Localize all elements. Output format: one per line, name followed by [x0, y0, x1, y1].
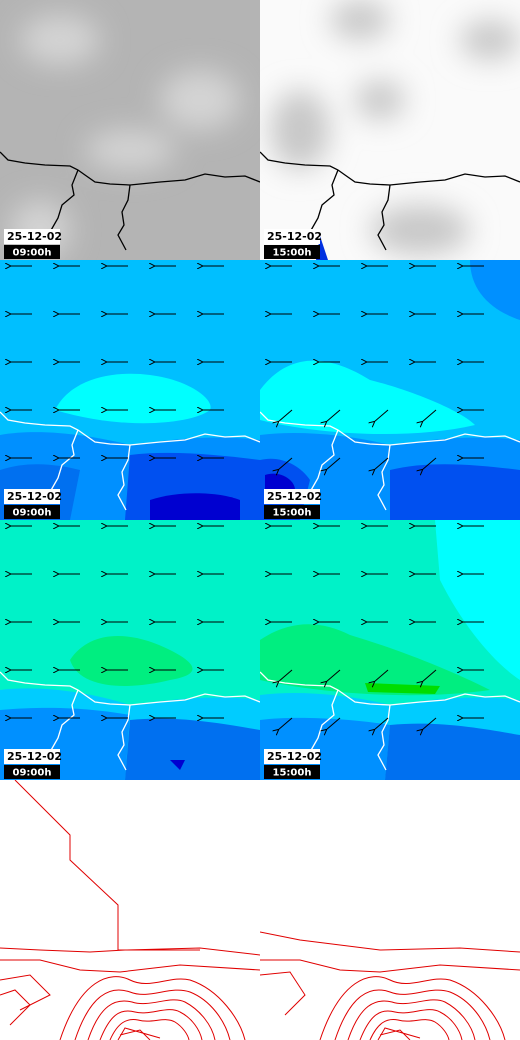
- wind-arrow: [374, 717, 389, 730]
- time-box: [4, 505, 60, 519]
- time-label: 15:00h: [273, 768, 312, 779]
- panel-label: 25-12-02 15:00h: [264, 489, 322, 519]
- date-box: [4, 229, 60, 244]
- panel-label: 25-12-02 15:00h: [264, 749, 322, 779]
- time-box: [264, 505, 320, 519]
- time-label: 09:00h: [13, 508, 52, 519]
- wind-arrow: [422, 457, 437, 470]
- date-box: [264, 229, 320, 244]
- panel-wind2-0900: [0, 520, 260, 780]
- wind-arrow: [326, 669, 341, 682]
- time-box: [264, 765, 320, 779]
- wind-arrow: [374, 409, 389, 422]
- time-box: [264, 245, 320, 259]
- wind-arrow: [326, 717, 341, 730]
- panel-contour-0900: [0, 780, 260, 1040]
- time-box: [4, 765, 60, 779]
- panel-label: 25-12-02 09:00h: [4, 749, 62, 779]
- wind-arrow: [374, 457, 389, 470]
- time-label: 09:00h: [13, 768, 52, 779]
- date-box: [264, 489, 320, 504]
- date-label: 25-12-02: [7, 490, 62, 503]
- date-box: [264, 749, 320, 764]
- wind-arrows: [270, 526, 484, 730]
- panel-cloud-0900: [0, 0, 260, 260]
- panel-cloud-1500: [260, 0, 520, 260]
- wind-arrow: [422, 717, 437, 730]
- date-label: 25-12-02: [267, 230, 322, 243]
- wind-arrows: [270, 266, 484, 470]
- panel-wind-1500: [260, 260, 520, 520]
- wind-arrow: [278, 409, 293, 422]
- panel-contour-1500: [260, 931, 520, 1040]
- date-label: 25-12-02: [267, 750, 322, 763]
- panel-label: 25-12-02 09:00h: [4, 229, 62, 259]
- wind-arrow: [278, 457, 293, 470]
- date-label: 25-12-02: [267, 490, 322, 503]
- time-box: [4, 245, 60, 259]
- time-label: 09:00h: [13, 248, 52, 259]
- time-label: 15:00h: [273, 248, 312, 259]
- panel-wind-0900: [0, 260, 260, 520]
- panel-wind2-1500: [260, 520, 520, 780]
- wind-arrow: [326, 409, 341, 422]
- panel-label: 25-12-02 09:00h: [4, 489, 62, 519]
- panel-label: 25-12-02 15:00h: [264, 229, 322, 259]
- date-box: [4, 489, 60, 504]
- wind-arrow: [278, 669, 293, 682]
- wind-arrow: [422, 409, 437, 422]
- date-label: 25-12-02: [7, 230, 62, 243]
- wind-arrow: [278, 717, 293, 730]
- wind-arrows: [10, 266, 224, 458]
- date-box: [4, 749, 60, 764]
- wind-arrow: [326, 457, 341, 470]
- wind-arrow: [422, 669, 437, 682]
- date-label: 25-12-02: [7, 750, 62, 763]
- time-label: 15:00h: [273, 508, 312, 519]
- wind-arrow: [374, 669, 389, 682]
- wind-arrows: [10, 526, 224, 718]
